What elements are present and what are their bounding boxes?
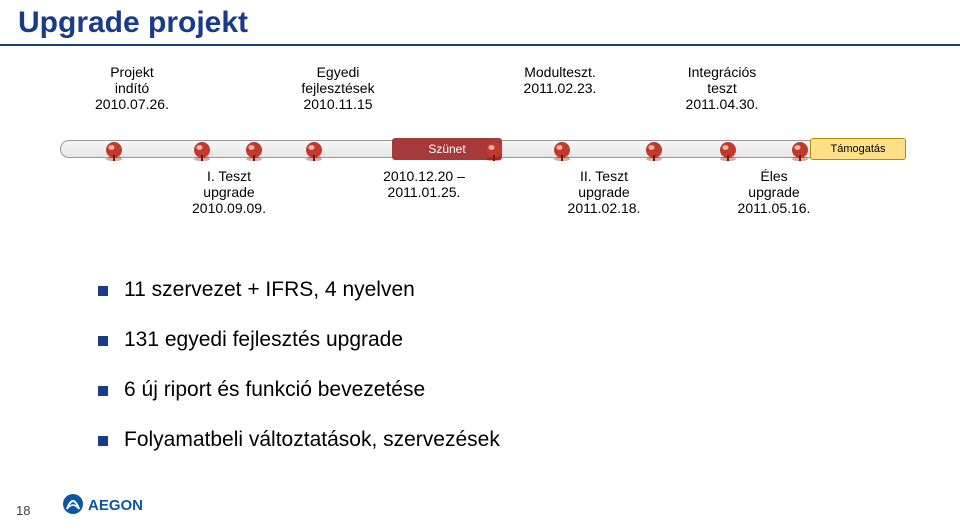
page-number: 18 — [16, 503, 30, 518]
aegon-logo: AEGON — [62, 489, 154, 524]
pin-icon — [483, 140, 505, 162]
pin-icon — [551, 140, 573, 162]
list-item-text: 6 új riport és funkció bevezetése — [124, 378, 425, 402]
milestone-inttest: Integrációs teszt 2011.04.30. — [662, 64, 782, 112]
page-title: Upgrade projekt — [18, 6, 248, 40]
bullet-list: 11 szervezet + IFRS, 4 nyelven 131 egyedi… — [98, 278, 878, 478]
pin-icon — [191, 140, 213, 162]
pin-icon — [789, 140, 811, 162]
footer: 18 AEGON — [0, 488, 960, 524]
bullet-square-icon — [98, 386, 108, 396]
list-item-text: 131 egyedi fejlesztés upgrade — [124, 328, 403, 352]
milestone-label: Egyedi fejlesztések 2010.11.15 — [278, 64, 398, 112]
milestone-golive: Éles upgrade 2011.05.16. — [714, 168, 834, 216]
milestone-testupg2: II. Teszt upgrade 2011.02.18. — [544, 168, 664, 216]
milestone-label: II. Teszt upgrade 2011.02.18. — [544, 168, 664, 216]
milestone-label: I. Teszt upgrade 2010.09.09. — [169, 168, 289, 216]
list-item: Folyamatbeli változtatások, szervezések — [98, 428, 878, 452]
milestone-testupg1: I. Teszt upgrade 2010.09.09. — [169, 168, 289, 216]
pin-icon — [103, 140, 125, 162]
milestone-pause: 2010.12.20 – 2011.01.25. — [364, 168, 484, 200]
pin-icon — [643, 140, 665, 162]
timeline-diagram: SzünetTámogatás — [0, 58, 960, 258]
list-item-text: Folyamatbeli változtatások, szervezések — [124, 428, 500, 452]
logo-text: AEGON — [88, 497, 143, 514]
milestone-kickoff: Projekt indító 2010.07.26. — [72, 64, 192, 112]
list-item: 6 új riport és funkció bevezetése — [98, 378, 878, 402]
pin-icon — [717, 140, 739, 162]
title-underline — [0, 44, 960, 46]
milestone-label: 2010.12.20 – 2011.01.25. — [364, 168, 484, 200]
list-item: 131 egyedi fejlesztés upgrade — [98, 328, 878, 352]
bullet-square-icon — [98, 286, 108, 296]
milestone-label: Integrációs teszt 2011.04.30. — [662, 64, 782, 112]
milestone-label: Modulteszt. 2011.02.23. — [500, 64, 620, 96]
milestone-label: Projekt indító 2010.07.26. — [72, 64, 192, 112]
list-item-text: 11 szervezet + IFRS, 4 nyelven — [124, 278, 415, 302]
timeline-band-support: Támogatás — [810, 138, 906, 160]
pin-icon — [243, 140, 265, 162]
bullet-square-icon — [98, 336, 108, 346]
list-item: 11 szervezet + IFRS, 4 nyelven — [98, 278, 878, 302]
bullet-square-icon — [98, 436, 108, 446]
milestone-custom: Egyedi fejlesztések 2010.11.15 — [278, 64, 398, 112]
milestone-modtest: Modulteszt. 2011.02.23. — [500, 64, 620, 96]
milestone-label: Éles upgrade 2011.05.16. — [714, 168, 834, 216]
pin-icon — [303, 140, 325, 162]
